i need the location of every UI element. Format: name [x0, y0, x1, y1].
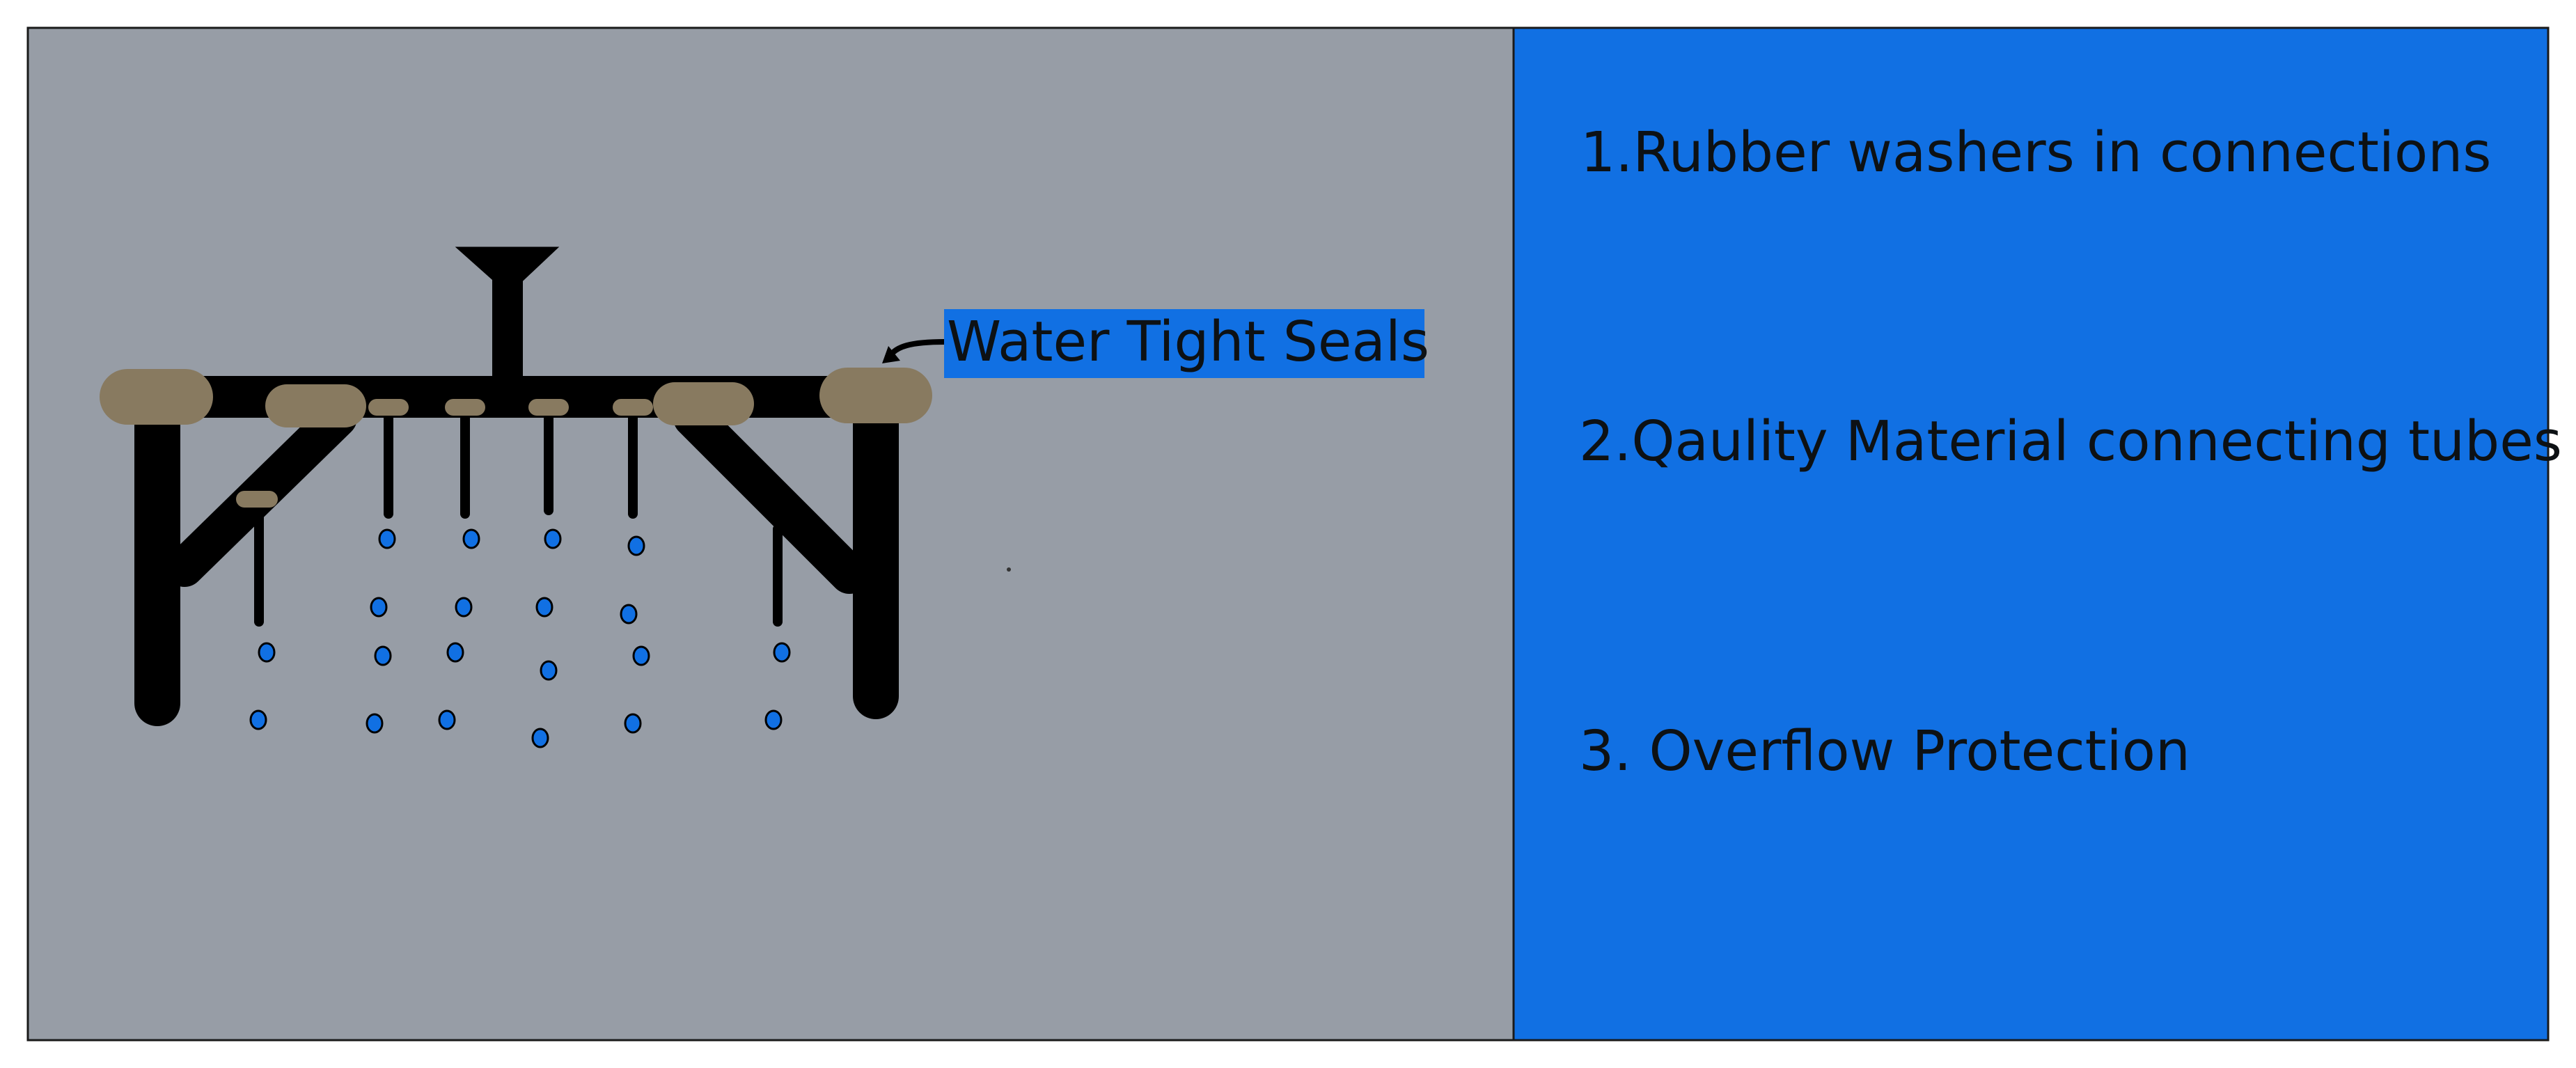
water-drop: [620, 604, 638, 625]
feature-item-2: 2.Qaulity Material connecting tubes: [1579, 409, 2562, 473]
water-drop: [624, 713, 642, 734]
water-drop: [366, 713, 384, 734]
diagram-panel: [26, 26, 1515, 1042]
seal-nozzle-3: [528, 399, 569, 416]
seal-nozzle-4: [613, 399, 653, 416]
callout-label: Water Tight Seals: [947, 310, 1429, 374]
seal-right-brace: [653, 382, 754, 425]
water-drop: [540, 660, 558, 681]
water-drop: [446, 642, 464, 663]
water-drop: [378, 528, 396, 549]
stray-dot: [1007, 567, 1011, 572]
water-drop: [535, 597, 553, 618]
water-drop: [258, 642, 276, 663]
right-brace: [673, 398, 869, 594]
seal-nozzle-2: [445, 399, 485, 416]
water-drop: [632, 645, 650, 666]
water-drop: [455, 597, 473, 618]
callout-label-bg: [944, 309, 1424, 378]
feature-item-1: 1.Rubber washers in connections: [1580, 120, 2491, 184]
feature-panel: [1512, 26, 2550, 1042]
seal-nozzle-1: [368, 399, 409, 416]
seal-left-brace: [265, 384, 366, 427]
water-drop: [764, 709, 783, 730]
water-drop: [627, 535, 645, 556]
water-drop: [544, 528, 562, 549]
water-drop: [462, 528, 480, 549]
water-drop: [438, 709, 456, 730]
water-drops: [249, 528, 791, 748]
water-drop: [374, 645, 392, 666]
water-drop: [249, 709, 267, 730]
feature-item-3: 3. Overflow Protection: [1579, 719, 2190, 783]
water-drop: [773, 642, 791, 663]
seal-left-corner: [100, 369, 213, 425]
sprinkler-frame: [122, 246, 899, 726]
callout-arrowhead: [882, 346, 900, 363]
seal-nozzle-outer-left: [236, 491, 278, 508]
water-drop: [531, 728, 549, 748]
water-drop: [370, 597, 388, 618]
seal-right-corner: [819, 368, 932, 423]
seals: [100, 368, 932, 508]
